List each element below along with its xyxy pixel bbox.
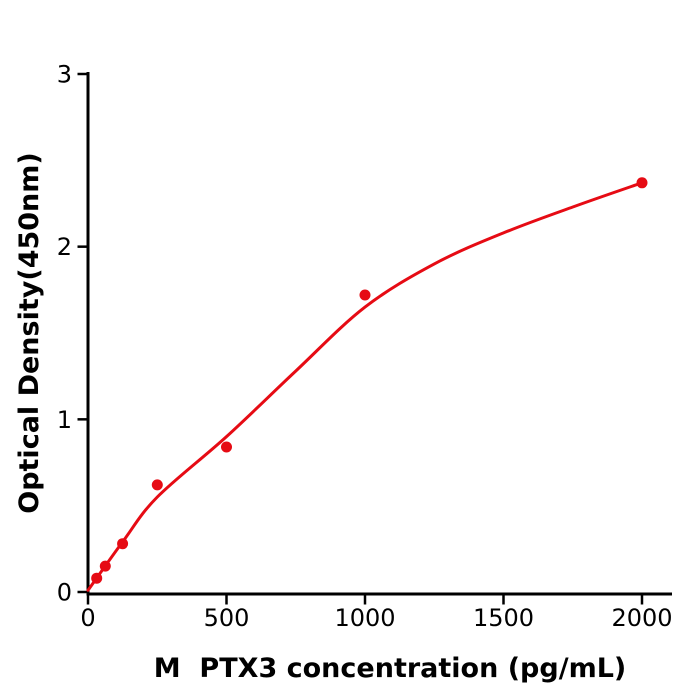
data-point (359, 289, 371, 301)
x-tick-label: 1000 (334, 604, 395, 632)
y-tick-label: 2 (57, 233, 72, 261)
y-axis: 0 1 2 3 Optical Density(450nm) (14, 61, 90, 607)
data-point (221, 441, 232, 453)
y-tick-label: 0 (57, 579, 72, 607)
data-point (151, 479, 163, 491)
y-axis-ticks: 0 1 2 3 (57, 61, 88, 607)
fit-curve-line (86, 181, 644, 592)
y-tick-label: 1 (57, 406, 72, 434)
y-axis-title: Optical Density(450nm) (14, 152, 45, 514)
data-point (91, 572, 103, 584)
x-axis-ticks: 0 500 1000 1500 2000 (80, 594, 673, 632)
data-point (99, 560, 111, 572)
x-tick-label: 500 (204, 604, 250, 632)
x-tick-label: 2000 (611, 604, 672, 632)
data-point (636, 177, 648, 189)
x-axis-title: M PTX3 concentration (pg/mL) (154, 653, 627, 684)
y-tick-label: 3 (57, 61, 72, 89)
x-tick-label: 0 (80, 604, 95, 632)
x-tick-label: 1500 (473, 604, 534, 632)
standard-data-points (91, 177, 648, 584)
data-point (117, 538, 129, 550)
x-axis: 0 500 1000 1500 2000 M PTX3 concentration (p… (80, 592, 673, 684)
